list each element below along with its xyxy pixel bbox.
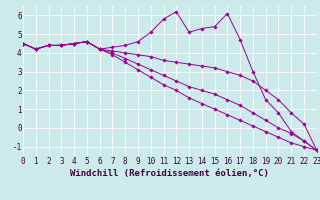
X-axis label: Windchill (Refroidissement éolien,°C): Windchill (Refroidissement éolien,°C) <box>70 169 269 178</box>
